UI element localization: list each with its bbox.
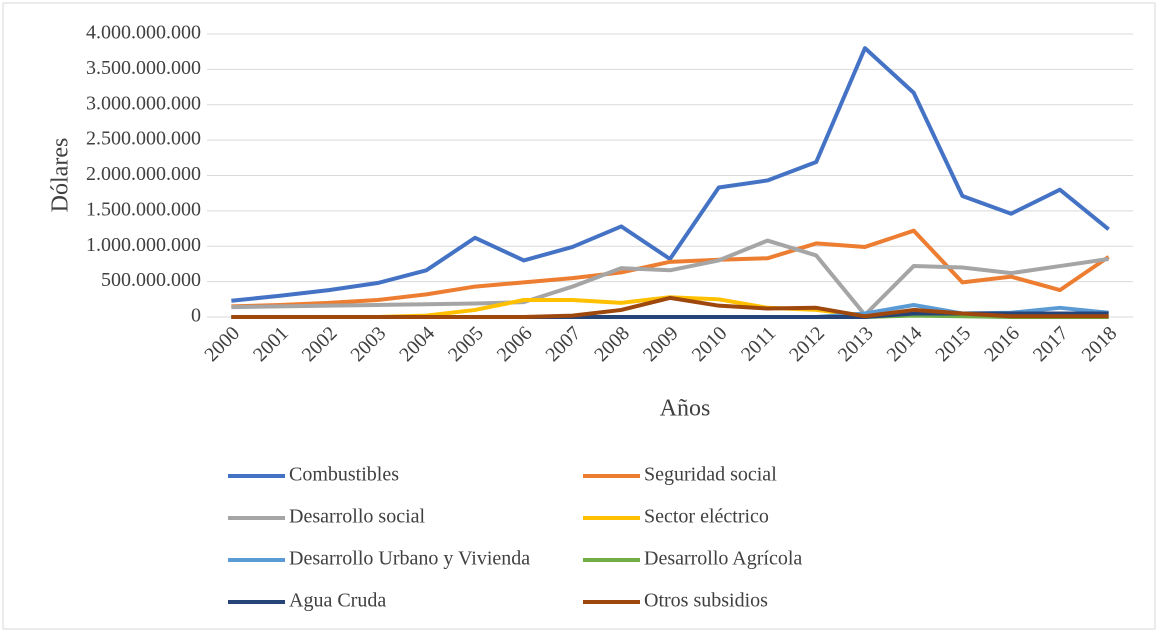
x-tick-label: 2010 — [688, 322, 732, 366]
x-tick-label: 2015 — [931, 322, 975, 366]
x-tick-label: 2018 — [1078, 322, 1122, 366]
x-tick-label: 2003 — [347, 322, 391, 366]
y-tick-label: 1.000.000.000 — [86, 234, 201, 256]
x-tick-label: 2011 — [737, 322, 780, 365]
y-axis-label: Dólares — [48, 138, 74, 213]
x-tick-label: 2002 — [298, 322, 342, 366]
series-line — [231, 46, 1110, 303]
series-line — [231, 228, 1110, 309]
series-line — [231, 238, 1109, 317]
legend-label: Combustibles — [289, 464, 399, 486]
x-tick-label: 2006 — [493, 322, 537, 366]
x-tick-label: 2017 — [1029, 322, 1073, 366]
legend-label: Agua Cruda — [289, 590, 386, 612]
x-tick-label: 2001 — [249, 322, 293, 366]
x-tick-label: 2000 — [200, 322, 244, 366]
y-tick-label: 0 — [191, 305, 201, 327]
y-tick-label: 500.000.000 — [101, 269, 201, 291]
y-tick-label: 2.500.000.000 — [86, 128, 201, 150]
y-tick-label: 3.000.000.000 — [86, 92, 201, 114]
legend-label: Seguridad social — [644, 464, 777, 486]
x-tick-label: 2016 — [980, 322, 1024, 366]
y-tick-label: 2.000.000.000 — [86, 163, 201, 185]
y-tick-label: 4.000.000.000 — [86, 22, 201, 44]
x-tick-label: 2008 — [590, 322, 634, 366]
legend-label: Desarrollo Agrícola — [644, 548, 802, 570]
series-line — [231, 295, 1109, 319]
x-tick-label: 2012 — [785, 322, 829, 366]
x-tick-label: 2007 — [541, 322, 585, 366]
x-tick-label: 2004 — [395, 322, 439, 366]
y-tick-label: 3.500.000.000 — [86, 57, 201, 79]
x-tick-label: 2005 — [444, 322, 488, 366]
x-axis-label: Años — [660, 396, 711, 422]
legend-label: Otros subsidios — [644, 590, 768, 612]
legend-label: Sector eléctrico — [644, 506, 769, 528]
legend-label: Desarrollo social — [289, 506, 426, 528]
x-tick-label: 2009 — [639, 322, 683, 366]
y-tick-label: 1.500.000.000 — [86, 198, 201, 220]
legend-label: Desarrollo Urbano y Vivienda — [289, 548, 530, 570]
x-tick-label: 2014 — [883, 322, 927, 366]
x-tick-label: 2013 — [834, 322, 878, 366]
